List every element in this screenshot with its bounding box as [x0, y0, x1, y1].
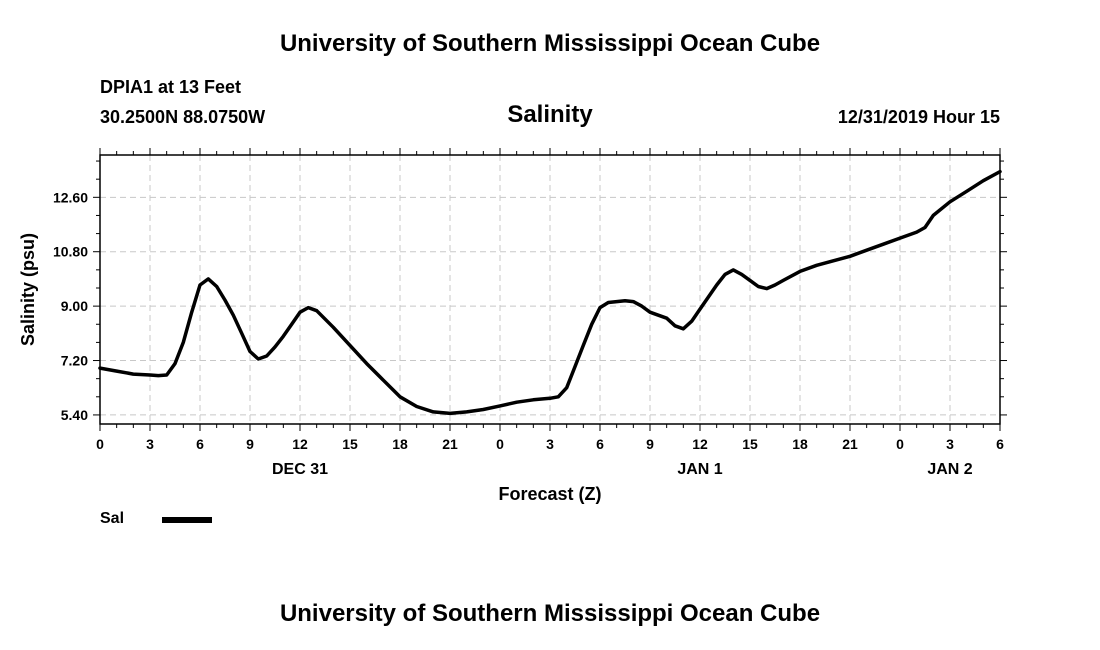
y-tick-label: 10.80 [53, 244, 88, 260]
x-tick-label: 6 [996, 436, 1004, 452]
y-tick-label: 9.00 [61, 298, 88, 314]
x-tick-label: 3 [146, 436, 154, 452]
y-axis-label: Salinity (psu) [18, 233, 38, 346]
coordinates-label: 30.2500N 88.0750W [100, 107, 266, 127]
page-title-top: University of Southern Mississippi Ocean… [279, 30, 821, 57]
x-tick-label: 18 [792, 436, 808, 452]
station-label: DPIA1 at 13 Feet [100, 77, 242, 97]
x-tick-label: 21 [842, 436, 858, 452]
x-tick-label: 0 [496, 436, 504, 452]
day-label: JAN 2 [927, 461, 972, 478]
legend-swatch [162, 517, 212, 523]
x-tick-label: 6 [196, 436, 204, 452]
y-tick-label: 7.20 [61, 353, 88, 369]
x-tick-label: 0 [896, 436, 904, 452]
x-tick-label: 15 [342, 436, 358, 452]
page-title-bottom: University of Southern Mississippi Ocean… [279, 600, 821, 627]
day-label: JAN 1 [677, 461, 722, 478]
x-tick-label: 6 [596, 436, 604, 452]
x-tick-label: 15 [742, 436, 758, 452]
x-tick-label: 9 [646, 436, 654, 452]
x-tick-label: 18 [392, 436, 408, 452]
x-tick-label: 0 [96, 436, 104, 452]
y-tick-label: 5.40 [61, 407, 88, 423]
x-tick-label: 9 [246, 436, 254, 452]
x-tick-label: 3 [946, 436, 954, 452]
x-tick-label: 21 [442, 436, 458, 452]
chart-title: Salinity [507, 101, 593, 128]
day-label: DEC 31 [272, 461, 328, 478]
x-tick-label: 3 [546, 436, 554, 452]
x-tick-label: 12 [692, 436, 708, 452]
x-tick-label: 12 [292, 436, 308, 452]
forecast-datetime: 12/31/2019 Hour 15 [837, 107, 1000, 127]
y-tick-label: 12.60 [53, 189, 88, 205]
x-axis-label: Forecast (Z) [498, 484, 601, 504]
legend-label: Sal [100, 510, 125, 527]
series-line-sal [98, 169, 1002, 416]
